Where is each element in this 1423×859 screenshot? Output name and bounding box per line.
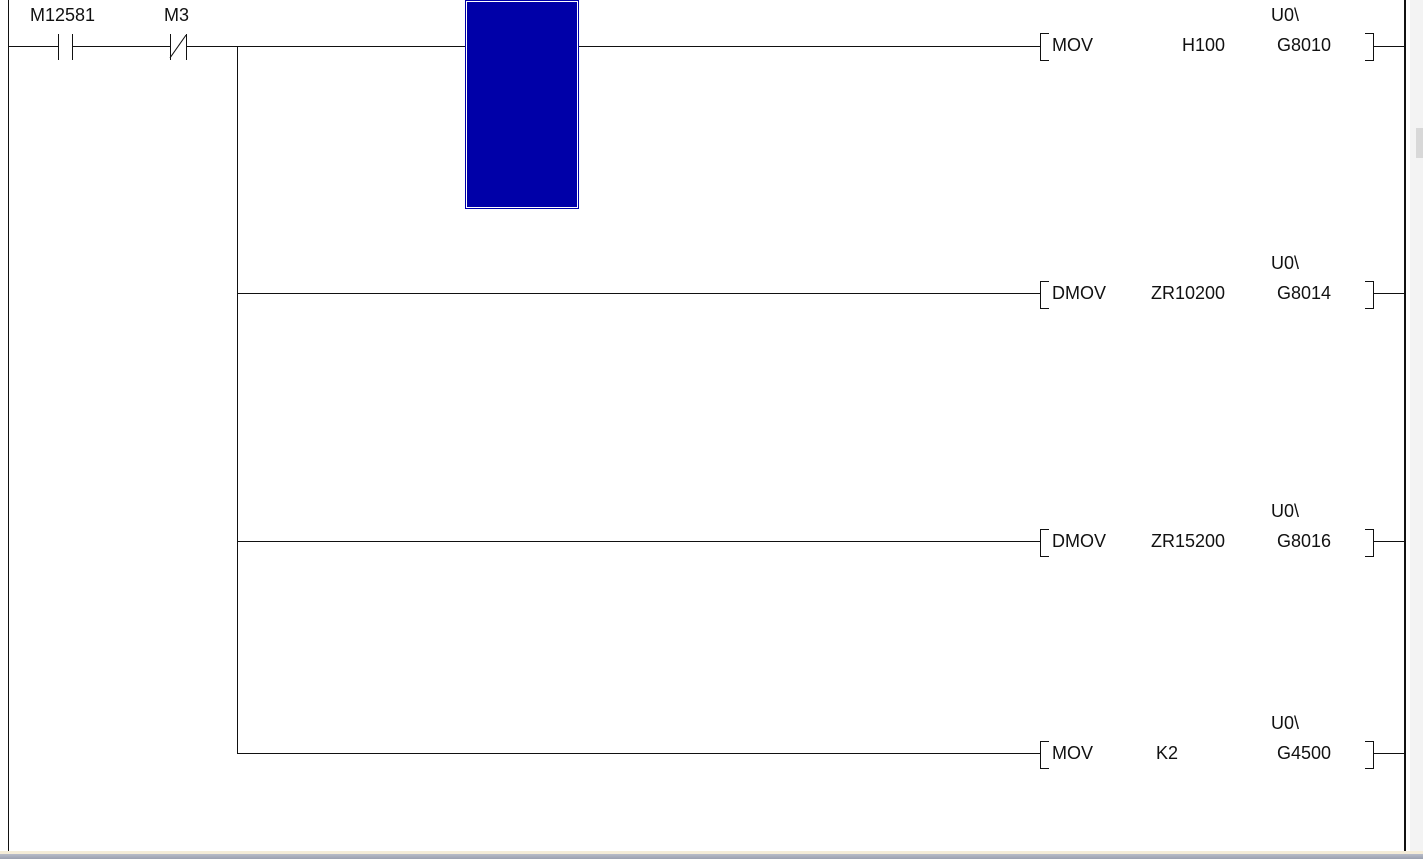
instruction-source: K2 — [1156, 743, 1179, 763]
contact-device-label: M3 — [164, 5, 190, 25]
instruction-dest: G8016 — [1277, 531, 1332, 551]
instruction-mnemonic: MOV — [1052, 743, 1094, 763]
instruction-dest-prefix: U0\ — [1271, 713, 1300, 733]
edit-cursor[interactable] — [465, 0, 579, 209]
rung-line — [237, 541, 1040, 542]
window-bottom-border — [0, 851, 1423, 859]
instruction-dest-prefix: U0\ — [1271, 253, 1300, 273]
rung-line — [237, 46, 1040, 47]
instruction-block[interactable]: DMOV ZR10200 U0\ G8014 — [1040, 248, 1410, 318]
rung-line — [237, 753, 1040, 754]
instruction-dest: G4500 — [1277, 743, 1332, 763]
instruction-source: ZR10200 — [1151, 283, 1226, 303]
right-power-rail — [1404, 0, 1406, 851]
branch-line — [237, 46, 238, 753]
instruction-block[interactable]: DMOV ZR15200 U0\ G8016 — [1040, 496, 1410, 566]
instruction-block[interactable]: MOV K2 U0\ G4500 — [1040, 708, 1410, 778]
normally-closed-contact[interactable] — [138, 34, 238, 60]
instruction-mnemonic: DMOV — [1052, 283, 1106, 303]
instruction-mnemonic: DMOV — [1052, 531, 1106, 551]
rung-line — [237, 293, 1040, 294]
instruction-source: ZR15200 — [1151, 531, 1226, 551]
instruction-block[interactable]: MOV H100 U0\ G8010 — [1040, 0, 1410, 70]
scrollbar-thumb[interactable] — [1416, 128, 1423, 158]
instruction-mnemonic: MOV — [1052, 35, 1094, 55]
instruction-dest-prefix: U0\ — [1271, 5, 1300, 25]
instruction-dest-prefix: U0\ — [1271, 501, 1300, 521]
left-power-rail — [8, 0, 9, 851]
vertical-scrollbar[interactable] — [1410, 0, 1423, 851]
normally-open-contact[interactable] — [8, 34, 138, 60]
instruction-dest: G8010 — [1277, 35, 1332, 55]
contact-device-label: M12581 — [30, 5, 96, 25]
instruction-dest: G8014 — [1277, 283, 1332, 303]
instruction-source: H100 — [1182, 35, 1226, 55]
